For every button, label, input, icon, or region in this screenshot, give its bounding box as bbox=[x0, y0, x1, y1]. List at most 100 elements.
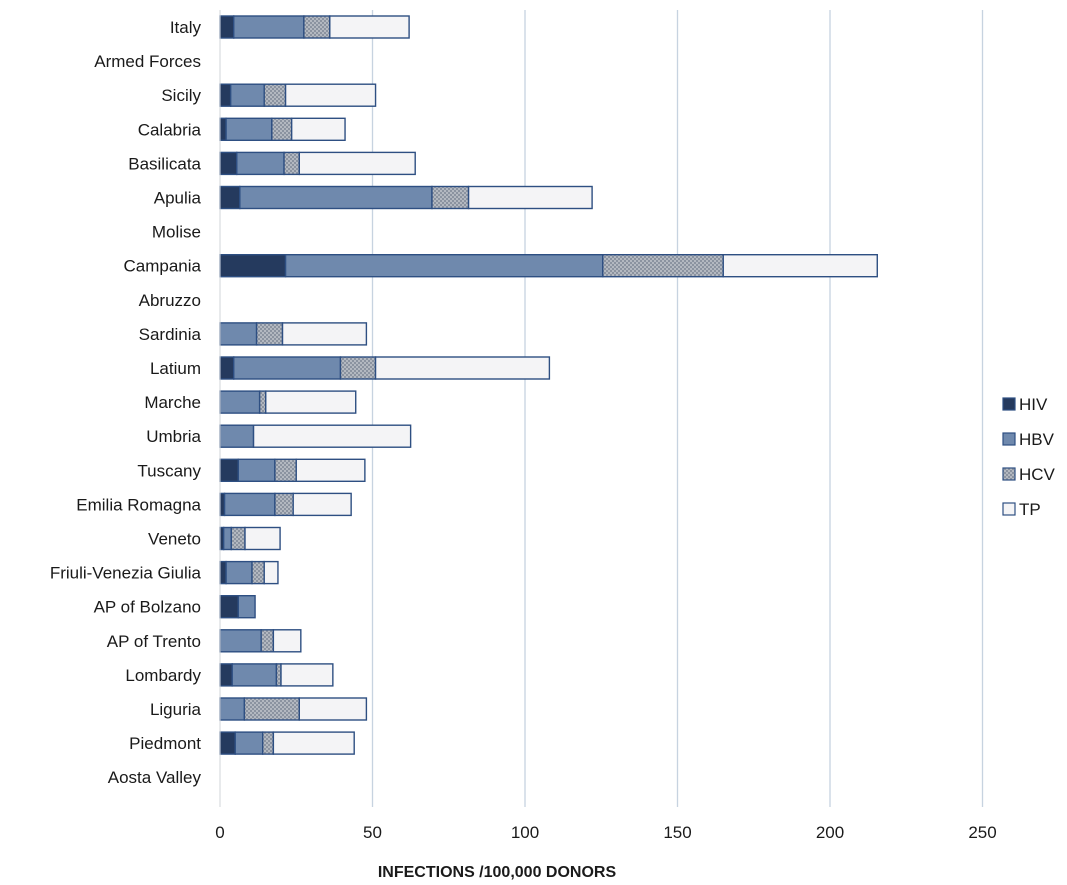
bar-segment-tp bbox=[272, 629, 302, 653]
legend-swatch-hcv bbox=[1002, 467, 1016, 481]
bar-segment-hbv bbox=[225, 560, 253, 585]
category-label: Apulia bbox=[154, 189, 202, 208]
x-tick-label: 150 bbox=[663, 823, 691, 842]
category-label: Umbria bbox=[146, 427, 201, 446]
bar-segment-tp bbox=[722, 253, 878, 278]
bar-segment-hcv bbox=[251, 560, 265, 585]
category-label: Emilia Romagna bbox=[76, 495, 201, 514]
bar-segment-hbv bbox=[239, 185, 433, 210]
bar-segment-hbv bbox=[233, 356, 342, 380]
legend-label-hcv: HCV bbox=[1019, 465, 1056, 484]
bar-segment-tp bbox=[292, 492, 352, 517]
bar-segment-hbv bbox=[225, 117, 273, 142]
bar-segment-hcv bbox=[271, 117, 293, 142]
category-label: AP of Trento bbox=[107, 632, 201, 651]
bar-segment-hcv bbox=[339, 356, 377, 380]
bar-segment-hbv bbox=[234, 731, 264, 755]
bars bbox=[219, 15, 878, 755]
bar-segment-hiv bbox=[219, 15, 235, 39]
bar-segment-hbv bbox=[284, 253, 604, 278]
bar-segment-hbv bbox=[237, 595, 256, 619]
legend-swatch-hiv bbox=[1002, 397, 1016, 411]
bar-segment-hbv bbox=[233, 15, 305, 39]
bar-segment-hbv bbox=[219, 322, 258, 346]
x-tick-label: 50 bbox=[363, 823, 382, 842]
bar-segment-hcv bbox=[274, 492, 294, 517]
bar-segment-hcv bbox=[303, 15, 331, 39]
bar-segment-hcv bbox=[230, 526, 246, 551]
category-label: Campania bbox=[124, 257, 202, 276]
category-label: Italy bbox=[170, 18, 202, 37]
bar-segment-tp bbox=[265, 390, 357, 414]
x-tick-label: 250 bbox=[968, 823, 996, 842]
bar-segment-hcv bbox=[255, 322, 284, 346]
legend-label-tp: TP bbox=[1019, 500, 1041, 519]
bar-segment-tp bbox=[295, 458, 366, 482]
bar-segment-tp bbox=[374, 356, 551, 380]
category-label: Friuli-Venezia Giulia bbox=[50, 564, 202, 583]
bar-segment-hcv bbox=[431, 185, 470, 210]
bar-segment-hbv bbox=[236, 151, 285, 176]
category-label: Molise bbox=[152, 223, 201, 242]
bar-segment-tp bbox=[252, 424, 412, 448]
category-label: Calabria bbox=[138, 120, 202, 139]
legend-label-hiv: HIV bbox=[1019, 395, 1048, 414]
bar-segment-hcv bbox=[274, 458, 297, 482]
category-label: Piedmont bbox=[129, 734, 201, 753]
bar-segment-hbv bbox=[219, 424, 255, 448]
bar-segment-hiv bbox=[219, 83, 232, 107]
bar-segment-hbv bbox=[222, 526, 232, 551]
category-label: Marche bbox=[144, 393, 201, 412]
category-label: Latium bbox=[150, 359, 201, 378]
bar-segment-hcv bbox=[260, 629, 275, 653]
x-tick-label: 200 bbox=[816, 823, 844, 842]
x-axis-title: INFECTIONS /100,000 DONORS bbox=[378, 864, 617, 881]
category-label: AP of Bolzano bbox=[94, 598, 201, 617]
category-label: Sardinia bbox=[139, 325, 202, 344]
legend-label-hbv: HBV bbox=[1019, 430, 1055, 449]
category-label: Veneto bbox=[148, 530, 201, 549]
category-labels: Italy Armed Forces Sicily Calabria Basilicat… bbox=[50, 18, 202, 787]
category-label: Lombardy bbox=[125, 666, 201, 685]
bar-segment-hcv bbox=[262, 731, 275, 755]
legend: HIV HBV HCV TP bbox=[1002, 395, 1056, 519]
x-tick-label: 100 bbox=[511, 823, 539, 842]
bar-segment-tp bbox=[280, 663, 334, 687]
category-label: Basilicata bbox=[128, 154, 201, 173]
bar-segment-hiv bbox=[219, 151, 238, 176]
bar-segment-hcv bbox=[602, 253, 724, 278]
x-tick-label: 0 bbox=[215, 823, 224, 842]
bar-segment-tp bbox=[281, 322, 368, 346]
bar-segment-hcv bbox=[283, 151, 300, 176]
legend-swatch-hbv bbox=[1002, 432, 1016, 446]
bar-segment-tp bbox=[467, 185, 593, 210]
legend-swatch-tp bbox=[1002, 502, 1016, 516]
bar-segment-hcv bbox=[263, 83, 287, 107]
bar-segment-hiv bbox=[219, 253, 287, 278]
bar-segment-tp bbox=[272, 731, 355, 755]
category-label: Aosta Valley bbox=[108, 768, 202, 787]
bar-segment-tp bbox=[329, 15, 410, 39]
bar-segment-tp bbox=[244, 526, 281, 551]
bar-segment-tp bbox=[284, 83, 377, 107]
x-tick-labels: 0 50 100 150 200 250 bbox=[215, 823, 996, 842]
bar-segment-hbv bbox=[229, 83, 265, 107]
category-label: Abruzzo bbox=[139, 291, 201, 310]
bar-segment-hiv bbox=[219, 356, 235, 380]
bar-segment-tp bbox=[263, 560, 279, 585]
bar-segment-hcv bbox=[258, 390, 267, 414]
category-label: Armed Forces bbox=[94, 52, 201, 71]
bar-segment-hbv bbox=[219, 697, 246, 721]
category-label: Liguria bbox=[150, 700, 202, 719]
bar-segment-hiv bbox=[219, 185, 241, 210]
bar-segment-hiv bbox=[219, 731, 236, 755]
gridlines bbox=[371, 10, 984, 807]
bar-segment-hiv bbox=[219, 595, 239, 619]
bar-segment-hbv bbox=[231, 663, 278, 687]
bar-segment-hiv bbox=[219, 663, 233, 687]
bar-segment-tp bbox=[298, 697, 368, 721]
bar-segment-hbv bbox=[219, 390, 261, 414]
bar-segment-hbv bbox=[223, 492, 276, 517]
category-label: Sicily bbox=[161, 86, 201, 105]
